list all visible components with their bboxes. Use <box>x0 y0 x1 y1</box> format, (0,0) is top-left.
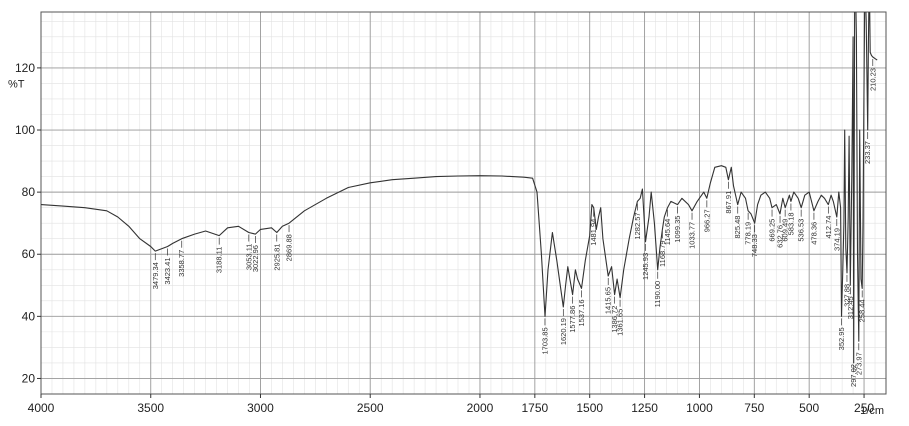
x-axis-label: 1/cm <box>860 405 884 417</box>
x-tick-label: 500 <box>799 401 819 415</box>
peak-label: 258.44 <box>858 299 867 322</box>
peak-label: 3022.96 <box>251 245 260 272</box>
peak-label: 1577.86 <box>568 306 577 333</box>
peak-labels: 3479.34 3423.41 3358.77 3188.11 3053.113022.… <box>151 59 877 387</box>
x-tick-label: 1000 <box>686 401 713 415</box>
x-tick-label: 250 <box>854 401 874 415</box>
peak-label: 1481.94 <box>589 219 598 246</box>
spectrum-line <box>41 12 878 364</box>
peak-label: 374.19 <box>832 228 841 251</box>
peak-label: 1537.16 <box>577 299 586 326</box>
peak-label: 583.18 <box>786 212 795 235</box>
peak-label: 3423.41 <box>163 257 172 284</box>
x-tick-label: 1500 <box>576 401 603 415</box>
peak-label: 1620.19 <box>559 318 568 345</box>
peak-label: 1145.64 <box>663 219 672 246</box>
peak-label: 3053.11 <box>244 244 253 271</box>
peak-label: 1099.35 <box>673 216 682 243</box>
peak-label: 2869.88 <box>285 234 294 261</box>
y-tick-label: 40 <box>22 309 36 323</box>
peak-label: 3479.34 <box>151 262 160 289</box>
peak-label: 3188.11 <box>215 247 224 274</box>
peak-label: 1415.65 <box>604 287 613 314</box>
peak-label: 297.02 <box>849 364 858 387</box>
x-tick-label: 2000 <box>467 401 494 415</box>
y-tick-label: 120 <box>15 61 35 75</box>
peak-label: 210.23 <box>868 68 877 91</box>
x-tick-label: 1250 <box>631 401 658 415</box>
peak-label: 1245.93 <box>641 253 650 280</box>
peak-label: 1282.57 <box>633 212 642 239</box>
y-axis-label: %T <box>8 78 25 90</box>
peak-label: 1386.72 <box>610 306 619 333</box>
peak-label: 312.45 <box>846 296 855 319</box>
x-tick-label: 2500 <box>357 401 384 415</box>
plot-frame <box>40 11 887 395</box>
peak-label: 778.19 <box>744 222 753 245</box>
peak-label: 327.88 <box>842 284 851 307</box>
y-axis-ticks: 20 40 60 80 100 120 <box>15 61 41 385</box>
y-tick-label: 60 <box>22 247 36 261</box>
x-axis-ticks: 4000 3500 3000 2500 2000 1750 1500 1250 1000 750 5… <box>28 394 874 415</box>
peak-label: 609.49 <box>781 219 790 242</box>
x-tick-label: 3000 <box>247 401 274 415</box>
y-tick-label: 80 <box>22 185 36 199</box>
peak-label: 748.33 <box>750 234 759 257</box>
peak-label: 233.37 <box>863 141 872 164</box>
peak-label: 632.76 <box>776 225 785 248</box>
x-tick-label: 4000 <box>28 401 55 415</box>
peak-label: 2925.81 <box>272 244 281 271</box>
peak-label: 867.91 <box>724 191 733 214</box>
y-tick-label: 20 <box>22 371 36 385</box>
peak-label: 352.95 <box>837 327 846 350</box>
y-tick-label: 100 <box>15 123 35 137</box>
peak-label: 478.36 <box>809 222 818 245</box>
peak-label: 669.25 <box>768 219 777 242</box>
peak-label: 1361.65 <box>616 309 625 336</box>
peak-label: 412.74 <box>824 216 833 239</box>
x-tick-label: 750 <box>744 401 764 415</box>
peak-label: 536.53 <box>797 219 806 242</box>
x-tick-label: 1750 <box>521 401 548 415</box>
peak-label: 825.48 <box>733 216 742 239</box>
peak-label: 3358.77 <box>177 250 186 277</box>
peak-label: 1033.77 <box>688 222 697 249</box>
peak-label: 273.97 <box>854 352 863 375</box>
x-tick-label: 3500 <box>137 401 164 415</box>
peak-label: 1703.85 <box>540 327 549 354</box>
peak-label: 966.27 <box>702 209 711 232</box>
series-group <box>41 12 878 364</box>
peak-label: 1168.79 <box>658 240 667 267</box>
peak-label: 1190.00 <box>653 281 662 308</box>
